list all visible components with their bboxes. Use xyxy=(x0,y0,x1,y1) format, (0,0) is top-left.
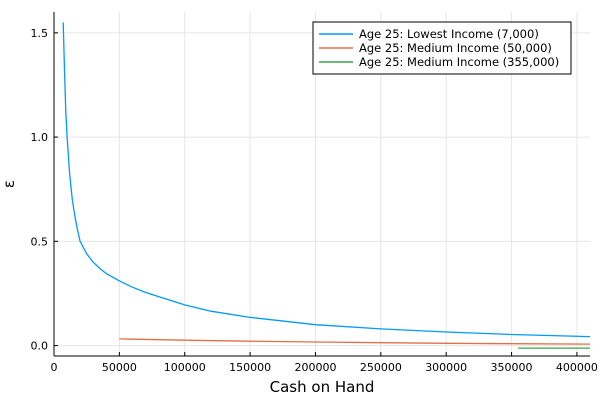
legend-label: Age 25: Medium Income (50,000) xyxy=(359,41,552,55)
series-lines xyxy=(62,22,591,349)
x-tick-label: 300000 xyxy=(425,361,467,374)
legend: Age 25: Lowest Income (7,000)Age 25: Med… xyxy=(312,21,572,75)
x-tick-label: 250000 xyxy=(360,361,402,374)
series-line-1 xyxy=(62,22,591,338)
x-axis-label: Cash on Hand xyxy=(270,378,375,396)
y-axis-label: ε xyxy=(0,180,18,188)
y-tick-label: 1.5 xyxy=(31,27,49,40)
y-tick-label: 1.0 xyxy=(31,131,49,144)
x-tick-label: 200000 xyxy=(294,361,336,374)
tick-labels: 0 50000 100000 150000 200000 250000 300000 3500… xyxy=(31,27,598,374)
y-tick-label: 0.5 xyxy=(31,235,49,248)
y-tick-label: 0.0 xyxy=(31,340,49,353)
x-tick-label: 350000 xyxy=(491,361,533,374)
x-tick-label: 100000 xyxy=(164,361,206,374)
x-tick-label: 150000 xyxy=(229,361,271,374)
axes xyxy=(53,12,590,357)
series-line-2 xyxy=(119,338,591,345)
x-tick-label: 50000 xyxy=(102,361,137,374)
x-tick-label: 0 xyxy=(51,361,58,374)
x-tick-label: 400000 xyxy=(556,361,598,374)
legend-box xyxy=(312,21,572,75)
legend-label: Age 25: Medium Income (355,000) xyxy=(359,55,559,69)
legend-label: Age 25: Lowest Income (7,000) xyxy=(359,27,539,41)
